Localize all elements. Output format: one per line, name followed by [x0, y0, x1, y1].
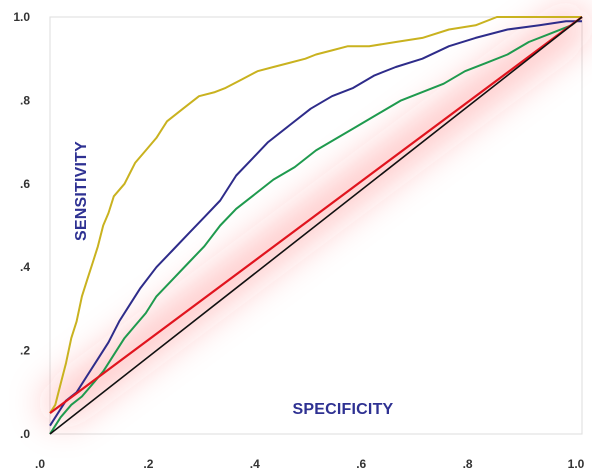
series-yellow-line [49, 16, 582, 414]
y-tick-label: .8 [20, 93, 30, 107]
y-tick-label: .2 [20, 344, 30, 358]
y-tick-label: .4 [20, 260, 30, 274]
x-tick-label: 1.0 [568, 457, 585, 471]
y-tick-label: .0 [20, 427, 30, 441]
reference-red-line [49, 16, 583, 414]
x-tick-label: .6 [356, 457, 366, 471]
series-group [49, 16, 583, 435]
diagonal-black-line [49, 16, 583, 435]
x-tick-label: .4 [250, 457, 260, 471]
series-navy-line [49, 20, 582, 427]
y-axis-title: SENSITIVITY [73, 141, 90, 241]
x-axis-title: SPECIFICITY [293, 401, 394, 418]
x-tick-label: .2 [143, 457, 153, 471]
y-tick-label: .6 [20, 177, 30, 191]
x-tick-labels: .0 .2 .4 .6 .8 1.0 [35, 457, 585, 471]
y-tick-labels: .0 .2 .4 .6 .8 1.0 [13, 10, 30, 441]
y-tick-label: 1.0 [13, 10, 30, 24]
x-tick-label: .8 [463, 457, 473, 471]
x-tick-label: .0 [35, 457, 45, 471]
